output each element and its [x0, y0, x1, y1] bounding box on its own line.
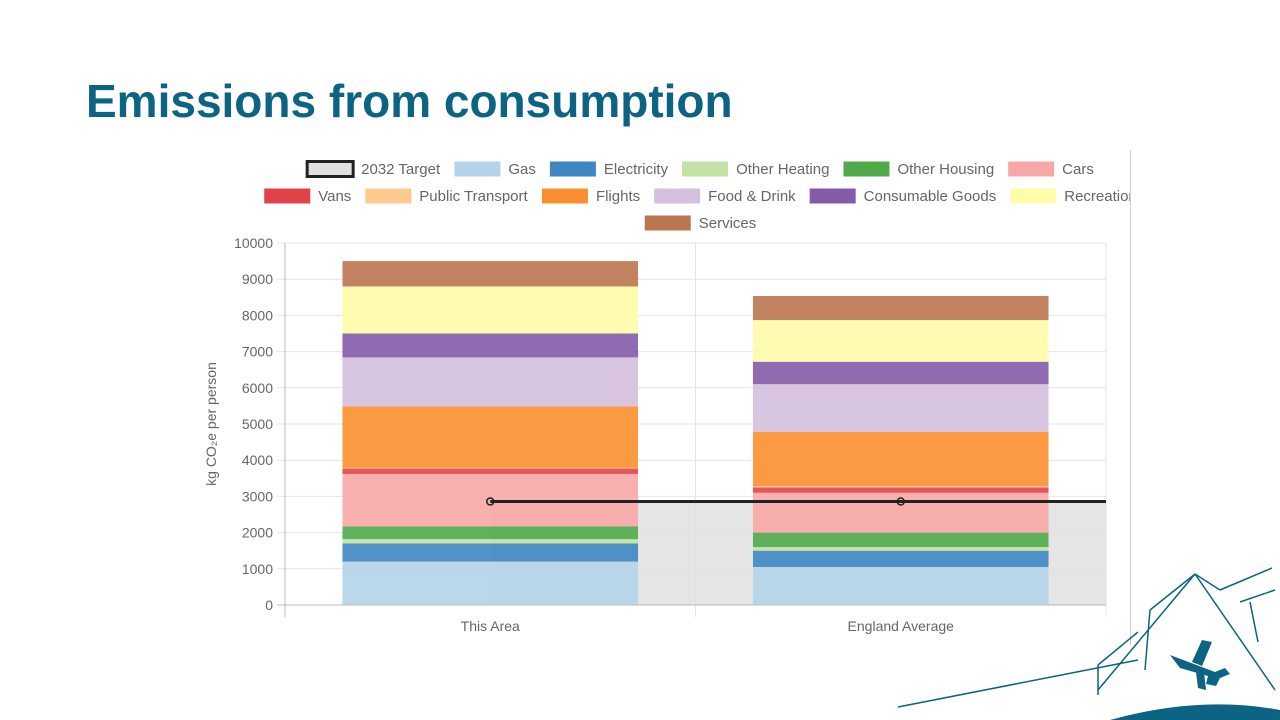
bar-flights-this-area[interactable] — [342, 406, 639, 468]
bar-recreation-this-area[interactable] — [342, 286, 639, 334]
bar-other-heating-england-average[interactable] — [752, 547, 1049, 551]
legend-item-recreation[interactable]: Recreation — [1010, 188, 1137, 205]
legend-swatch-cars — [1008, 161, 1055, 177]
legend-swatch-gas — [454, 161, 501, 177]
stacked-bar-chart: 2032 Target Gas Electricity Other Heating Ot… — [203, 160, 1137, 634]
y-axis-title: kg CO₂e per person — [203, 362, 219, 486]
y-tick-label: 6000 — [242, 380, 273, 396]
legend-label-electricity: Electricity — [604, 161, 669, 178]
bar-other-housing-england-average[interactable] — [752, 532, 1049, 548]
legend-label-flights: Flights — [596, 188, 640, 205]
bar-electricity-this-area[interactable] — [342, 543, 639, 562]
decorative-corner-graphic — [897, 567, 1280, 720]
legend-swatch-electricity — [549, 161, 596, 177]
bar-flights-england-average[interactable] — [752, 431, 1049, 487]
legend-label-services: Services — [699, 215, 757, 232]
legend-swatch-consumable-goods — [809, 188, 856, 204]
y-tick-label: 4000 — [242, 452, 273, 468]
chart-axes: This Area England Average kg CO₂e per pers… — [203, 243, 1106, 634]
legend-label-food-drink: Food & Drink — [708, 188, 796, 205]
legend-label-other-housing: Other Housing — [897, 161, 994, 178]
legend-label-other-heating: Other Heating — [736, 161, 829, 178]
legend-item-flights[interactable]: Flights — [541, 188, 640, 205]
target-point-this-area[interactable] — [486, 497, 495, 506]
chart-container: 2032 Target Gas Electricity Other Heating Ot… — [195, 150, 1137, 645]
bar-other-housing-this-area[interactable] — [342, 526, 639, 540]
bar-food-drink-this-area[interactable] — [342, 357, 639, 407]
legend-label-2032-target: 2032 Target — [361, 161, 441, 178]
bar-electricity-england-average[interactable] — [752, 550, 1049, 567]
y-tick-label: 9000 — [242, 271, 273, 287]
bar-gas-this-area[interactable] — [342, 561, 639, 605]
legend-label-public-transport: Public Transport — [419, 188, 528, 205]
target-line-group — [486, 497, 1106, 506]
slide-title: Emissions from consumption — [86, 75, 733, 127]
legend-swatch-public-transport — [365, 188, 412, 204]
legend-item-vans[interactable]: Vans — [264, 188, 351, 205]
legend-swatch-other-housing — [843, 161, 890, 177]
bar-recreation-england-average[interactable] — [752, 320, 1049, 362]
legend-label-vans: Vans — [318, 188, 351, 205]
bar-other-heating-this-area[interactable] — [342, 539, 639, 544]
x-tick-label-england-average: England Average — [848, 618, 955, 634]
globe-arc-icon — [1110, 704, 1280, 720]
y-tick-label: 2000 — [242, 525, 273, 541]
legend-item-services[interactable]: Services — [644, 215, 757, 232]
legend-swatch-services — [644, 215, 691, 231]
legend-item-other-housing[interactable]: Other Housing — [843, 161, 994, 178]
legend-item-food-drink[interactable]: Food & Drink — [654, 188, 796, 205]
y-tick-label: 1000 — [242, 561, 273, 577]
target-point-england-average[interactable] — [896, 497, 905, 506]
y-tick-label: 3000 — [242, 488, 273, 504]
legend-swatch-2032-target — [305, 160, 355, 178]
x-tick-label-this-area: This Area — [461, 618, 520, 634]
bar-services-england-average[interactable] — [752, 296, 1049, 321]
legend-label-cars: Cars — [1062, 161, 1094, 178]
bar-vans-england-average[interactable] — [752, 487, 1049, 493]
y-tick-label: 5000 — [242, 416, 273, 432]
bar-public-transport-england-average[interactable] — [752, 486, 1049, 488]
legend-item-gas[interactable]: Gas — [454, 161, 536, 178]
legend-item-consumable-goods[interactable]: Consumable Goods — [809, 188, 997, 205]
bar-services-this-area[interactable] — [342, 261, 639, 287]
legend-item-electricity[interactable]: Electricity — [549, 161, 669, 178]
legend-swatch-flights — [541, 188, 588, 204]
chart-bars — [342, 261, 1049, 605]
y-tick-label: 0 — [265, 597, 273, 613]
legend-item-public-transport[interactable]: Public Transport — [365, 188, 529, 205]
bar-consumable-goods-england-average[interactable] — [752, 361, 1049, 385]
bar-vans-this-area[interactable] — [342, 468, 639, 474]
legend-swatch-recreation — [1010, 188, 1057, 204]
wind-turbine-lines — [897, 567, 1276, 708]
y-tick-label: 8000 — [242, 307, 273, 323]
legend-item-2032-target[interactable]: 2032 Target — [305, 160, 441, 178]
legend-swatch-vans — [264, 188, 311, 204]
legend-swatch-other-heating — [682, 161, 729, 177]
bar-food-drink-england-average[interactable] — [752, 384, 1049, 432]
y-tick-label: 10000 — [234, 235, 273, 251]
legend-label-gas: Gas — [508, 161, 536, 178]
bar-cars-england-average[interactable] — [752, 492, 1049, 533]
bar-consumable-goods-this-area[interactable] — [342, 333, 639, 358]
airplane-icon — [1170, 640, 1230, 690]
bar-gas-england-average[interactable] — [752, 566, 1049, 605]
bar-public-transport-this-area[interactable] — [342, 467, 639, 469]
legend-item-cars[interactable]: Cars — [1008, 161, 1094, 178]
legend-label-consumable-goods: Consumable Goods — [864, 188, 997, 205]
legend-swatch-food-drink — [654, 188, 701, 204]
chart-legend: 2032 Target Gas Electricity Other Heating Ot… — [264, 160, 1137, 232]
legend-label-recreation: Recreation — [1064, 188, 1130, 205]
y-tick-label: 7000 — [242, 344, 273, 360]
legend-item-other-heating[interactable]: Other Heating — [682, 161, 829, 178]
